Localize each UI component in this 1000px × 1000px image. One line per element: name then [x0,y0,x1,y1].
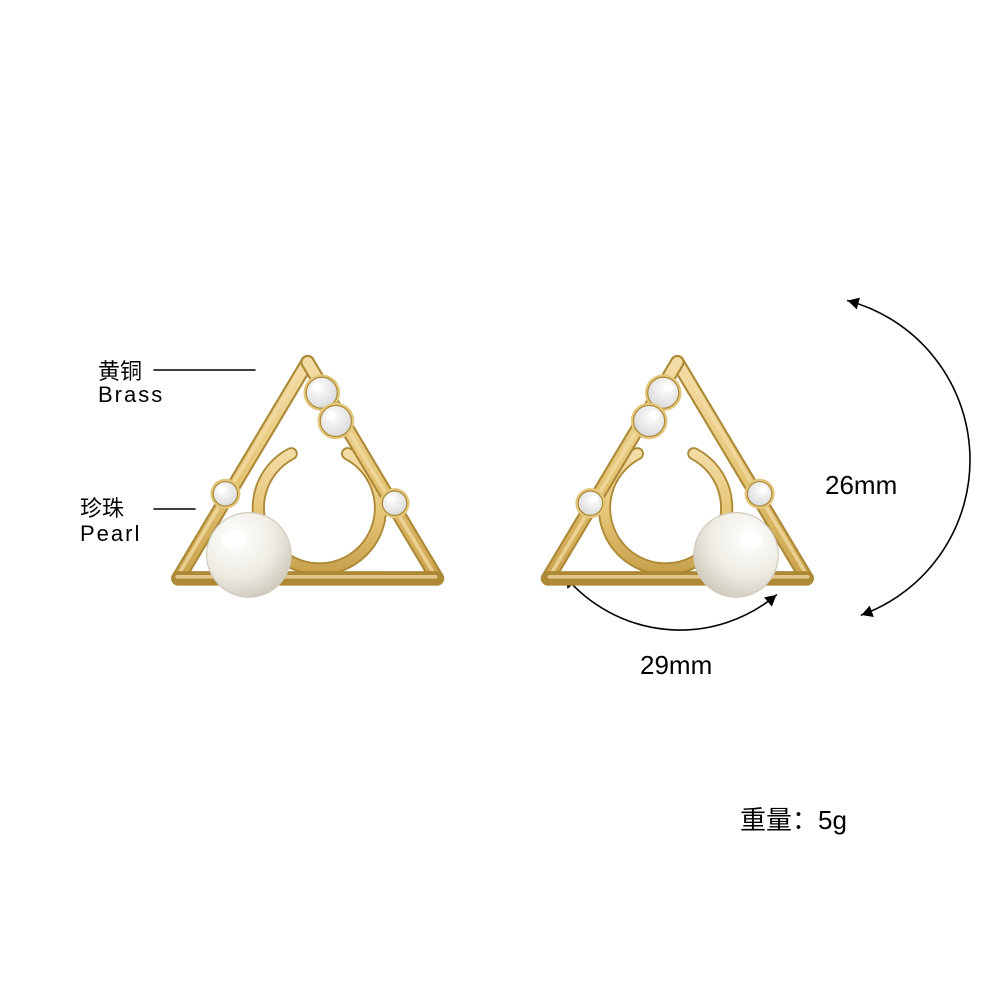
material-pearl-cn: 珍珠 [80,491,124,523]
earring-right [548,361,808,598]
weight-value: 5g [818,805,847,835]
material-brass-en: Brass [98,382,164,408]
product-diagram: 黄铜 Brass 珍珠 Pearl 26mm 29mm 重量：5g [0,0,1000,1000]
material-pearl-en: Pearl [80,521,141,547]
dimension-height: 26mm [825,470,897,501]
earring-left [177,361,437,598]
weight-label: 重量：5g [740,800,847,837]
dimension-width: 29mm [640,650,712,681]
weight-prefix: 重量： [740,805,818,835]
